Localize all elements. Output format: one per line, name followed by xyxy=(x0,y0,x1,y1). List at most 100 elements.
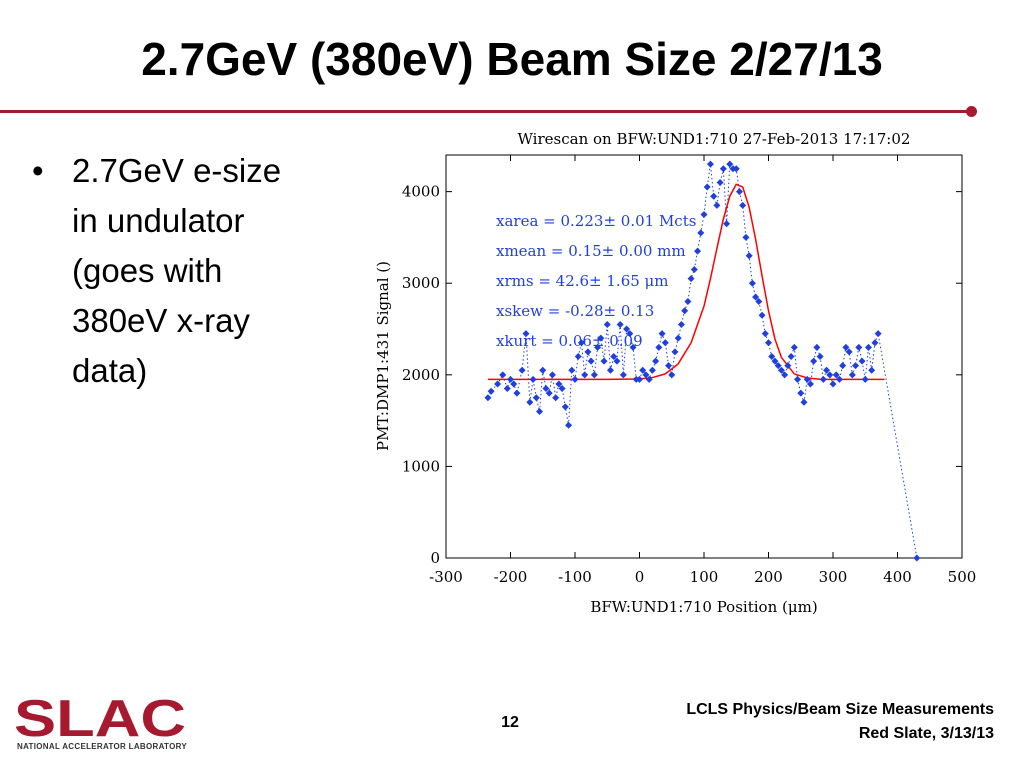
data-point-marker xyxy=(629,343,637,351)
data-point-marker xyxy=(710,192,718,200)
data-point-marker xyxy=(558,385,566,393)
data-point-marker xyxy=(800,398,808,406)
data-point-marker xyxy=(835,375,843,383)
data-point-marker xyxy=(868,366,876,374)
data-point-marker xyxy=(826,371,834,379)
x-tick-label: 200 xyxy=(754,568,783,586)
title-divider xyxy=(0,110,970,113)
data-point-marker xyxy=(623,325,631,333)
data-point-marker xyxy=(681,307,689,315)
data-point-marker xyxy=(603,320,611,328)
data-point-marker xyxy=(652,357,660,365)
data-point-marker xyxy=(819,375,827,383)
data-point-marker xyxy=(748,279,756,287)
x-tick-label: 100 xyxy=(690,568,719,586)
data-point-marker xyxy=(761,330,769,338)
axis-ticks xyxy=(445,155,963,559)
data-point-marker xyxy=(713,201,721,209)
data-point-marker xyxy=(529,375,537,383)
x-tick-label: -300 xyxy=(429,568,463,586)
data-point-marker xyxy=(518,366,526,374)
y-tick-labels: 0 1000 2000 3000 4000 xyxy=(402,183,440,567)
data-point-marker xyxy=(697,229,705,237)
data-point-marker xyxy=(484,394,492,402)
data-point-marker xyxy=(745,252,753,260)
gaussian-fit-curve xyxy=(487,183,885,381)
data-point-marker xyxy=(645,375,653,383)
x-tick-labels: -300 -200 -100 0 100 200 300 400 500 xyxy=(429,568,976,586)
data-point-marker xyxy=(758,311,766,319)
data-point-marker xyxy=(487,387,495,395)
data-point-marker xyxy=(677,320,685,328)
logo-subtitle: NATIONAL ACCELERATOR LABORATORY xyxy=(17,742,188,751)
annotation-xkurt: xkurt = 0.06± 0.09 xyxy=(496,332,643,350)
footer-line-1: LCLS Physics/Beam Size Measurements xyxy=(686,701,994,718)
data-point-marker xyxy=(703,183,711,191)
data-point-marker xyxy=(716,178,724,186)
data-point-marker xyxy=(552,394,560,402)
data-point-marker xyxy=(861,375,869,383)
data-point-marker xyxy=(864,343,872,351)
data-point-marker xyxy=(839,362,847,370)
data-point-marker xyxy=(503,385,511,393)
data-point-marker xyxy=(658,330,666,338)
data-point-marker xyxy=(913,554,921,562)
data-point-marker xyxy=(661,339,669,347)
data-point-marker xyxy=(619,371,627,379)
data-point-marker xyxy=(568,366,576,374)
data-point-marker xyxy=(687,275,695,283)
slac-logo: SLAC xyxy=(14,690,186,748)
data-point-marker xyxy=(642,371,650,379)
x-tick-label: 0 xyxy=(635,568,645,586)
bullet-list: • 2.7GeV e-size in undulator (goes with … xyxy=(30,146,305,396)
data-point-marker xyxy=(810,357,818,365)
data-point-marker xyxy=(774,362,782,370)
data-point-marker xyxy=(639,366,647,374)
data-point-marker xyxy=(752,293,760,301)
data-point-marker xyxy=(507,375,514,383)
data-point-marker xyxy=(726,160,734,168)
data-point-marker xyxy=(526,398,534,406)
data-point-marker xyxy=(626,330,634,338)
data-point-marker xyxy=(787,353,795,360)
data-point-marker xyxy=(777,366,785,374)
y-tick-label: 3000 xyxy=(402,274,440,292)
data-point-marker xyxy=(829,380,837,388)
annotation-xarea: xarea = 0.223± 0.01 Mcts xyxy=(496,212,696,230)
data-point-marker xyxy=(581,371,589,379)
data-point-marker xyxy=(723,220,731,228)
data-point-marker xyxy=(781,371,789,379)
data-point-marker xyxy=(590,371,598,379)
data-point-marker xyxy=(739,201,747,209)
data-point-marker xyxy=(813,343,821,351)
x-tick-label: 500 xyxy=(948,568,977,586)
title-divider-dot xyxy=(966,106,977,117)
data-point-marker xyxy=(532,394,540,402)
data-point-marker xyxy=(613,357,621,365)
data-point-marker xyxy=(823,366,831,374)
logo-wordmark: SLAC xyxy=(14,690,186,748)
y-tick-label: 4000 xyxy=(402,183,440,201)
bullet-dot-icon: • xyxy=(32,152,44,189)
data-point-marker xyxy=(848,371,856,379)
data-point-marker xyxy=(536,407,544,415)
x-tick-label: 400 xyxy=(883,568,912,586)
data-point-marker xyxy=(842,343,850,351)
data-point-marker xyxy=(784,362,792,370)
x-tick-label: -100 xyxy=(558,568,592,586)
annotation-xrms: xrms = 42.6± 1.65 μm xyxy=(496,272,669,290)
data-point-marker xyxy=(690,265,698,273)
x-tick-label: -200 xyxy=(494,568,528,586)
data-point-marker xyxy=(732,165,740,173)
data-point-marker xyxy=(694,247,702,255)
data-point-marker xyxy=(855,343,863,351)
data-point-marker xyxy=(845,348,853,356)
data-point-marker xyxy=(665,362,673,370)
bullet-text: 2.7GeV e-size in undulator (goes with 38… xyxy=(72,152,282,389)
gaussian-fit-line xyxy=(487,183,885,381)
footer-line-2: Red Slate, 3/13/13 xyxy=(858,725,994,742)
annotation-xskew: xskew = -0.28± 0.13 xyxy=(496,302,654,320)
data-point-marker xyxy=(790,343,798,351)
data-point-marker xyxy=(735,188,743,196)
data-point-marker xyxy=(755,298,763,306)
